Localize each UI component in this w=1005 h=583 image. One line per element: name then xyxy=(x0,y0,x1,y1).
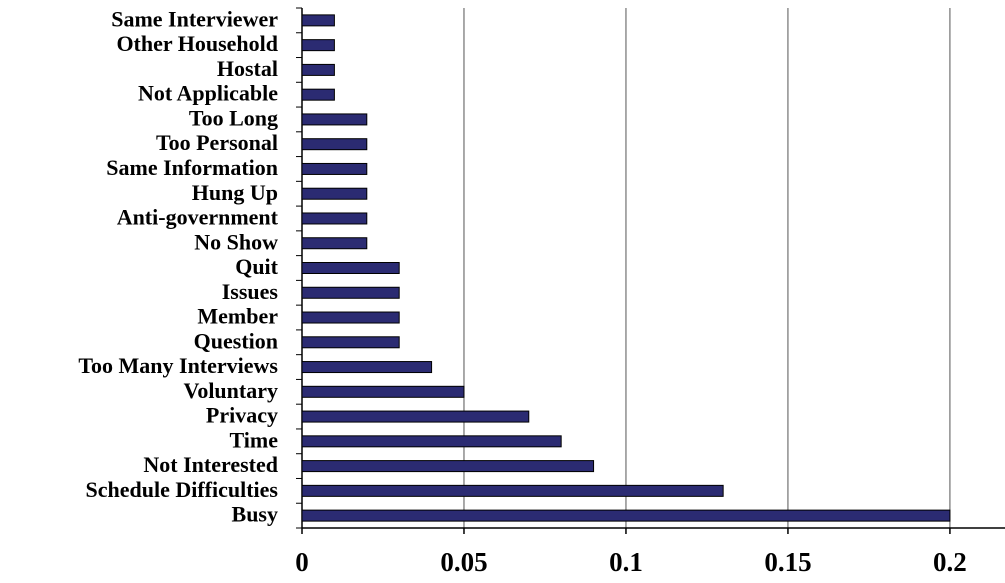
bar xyxy=(301,435,562,448)
y-tick-label: Same Interviewer xyxy=(111,6,278,31)
y-tick-label: Anti-government xyxy=(117,205,279,230)
bar xyxy=(301,410,530,423)
bar xyxy=(301,336,400,349)
bar xyxy=(301,212,368,225)
y-tick-label: Time xyxy=(230,427,279,452)
y-tick-label: Not Interested xyxy=(143,452,278,477)
bar xyxy=(301,385,465,398)
y-tick-label: Other Household xyxy=(116,31,278,56)
y-tick-label: Not Applicable xyxy=(138,81,278,106)
bar xyxy=(301,237,368,250)
bar xyxy=(301,460,595,473)
x-tick-label: 0.05 xyxy=(440,547,487,577)
x-tick-label: 0 xyxy=(295,547,309,577)
bar xyxy=(301,484,724,497)
bar xyxy=(301,14,335,27)
bar xyxy=(301,361,433,374)
bar xyxy=(301,187,368,200)
y-tick-label: Voluntary xyxy=(183,378,278,403)
bar xyxy=(301,113,368,126)
y-tick-label: Issues xyxy=(222,279,279,304)
y-tick-label: Schedule Difficulties xyxy=(86,477,279,502)
bar xyxy=(301,262,400,274)
x-tick-label: 0.1 xyxy=(609,547,643,577)
bar xyxy=(301,162,368,175)
y-tick-label: Busy xyxy=(232,502,278,527)
y-tick-label: Hostal xyxy=(217,56,278,81)
y-tick-label: Too Many Interviews xyxy=(78,353,278,378)
bar xyxy=(301,286,400,299)
x-tick-label: 0.15 xyxy=(764,547,811,577)
bar xyxy=(301,63,335,76)
bar xyxy=(301,39,335,52)
y-tick-label: Too Long xyxy=(189,105,278,130)
y-tick-label: Question xyxy=(194,328,278,353)
bar xyxy=(301,138,368,151)
y-tick-label: No Show xyxy=(194,229,278,254)
y-tick-label: Too Personal xyxy=(156,130,278,155)
x-tick-label: 0.2 xyxy=(933,547,967,577)
y-tick-label: Same Information xyxy=(106,155,278,180)
bar xyxy=(301,509,951,522)
y-tick-label: Member xyxy=(197,304,278,329)
y-tick-label: Hung Up xyxy=(192,180,278,205)
y-tick-label: Quit xyxy=(235,254,278,279)
y-tick-label: Privacy xyxy=(206,403,278,428)
bar xyxy=(301,311,400,324)
bar xyxy=(301,88,335,101)
